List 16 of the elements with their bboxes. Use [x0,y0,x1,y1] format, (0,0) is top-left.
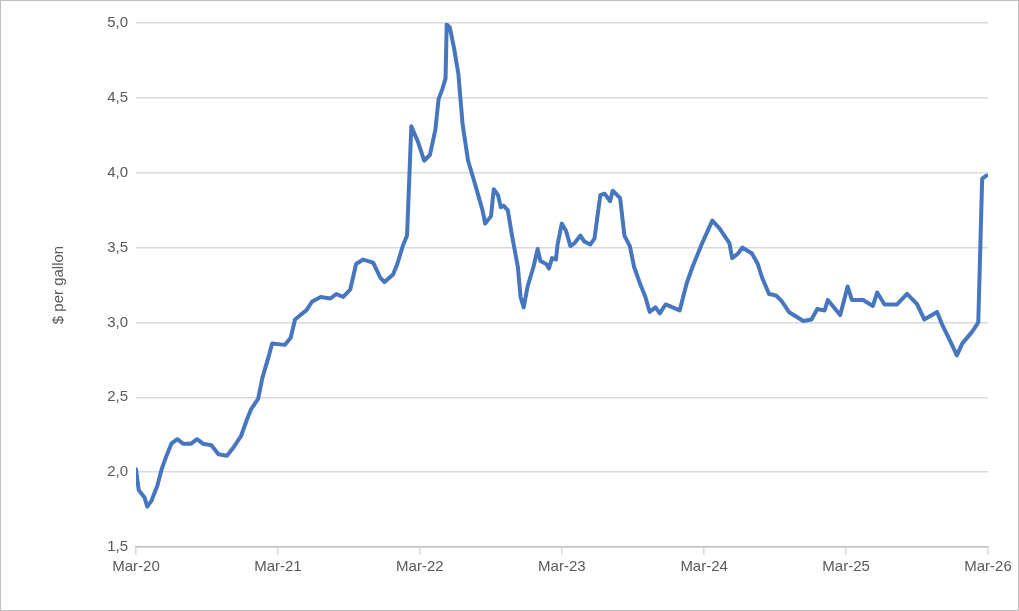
x-tick-label: Mar-25 [822,557,870,575]
y-tick-label: 4,0 [107,162,128,180]
y-axis-title: $ per gallon [49,245,67,325]
y-tick-label: 2,5 [107,387,128,405]
y-tick-label: 3,5 [107,237,128,255]
x-tick-label: Mar-24 [680,557,728,575]
y-tick-label: 4,5 [107,88,128,105]
x-tick-label: Mar-22 [396,557,444,575]
x-tick-label: Mar-20 [112,557,160,575]
x-tick-label: Mar-21 [254,557,302,575]
y-tick-label: 5,0 [107,13,128,31]
x-tick-label: Mar-26 [964,557,1012,575]
y-tick-label: 1,5 [107,537,128,555]
y-tick-label: 3,0 [107,312,128,330]
x-tick-label: Mar-23 [538,557,586,575]
y-tick-label: 2,0 [107,462,128,480]
